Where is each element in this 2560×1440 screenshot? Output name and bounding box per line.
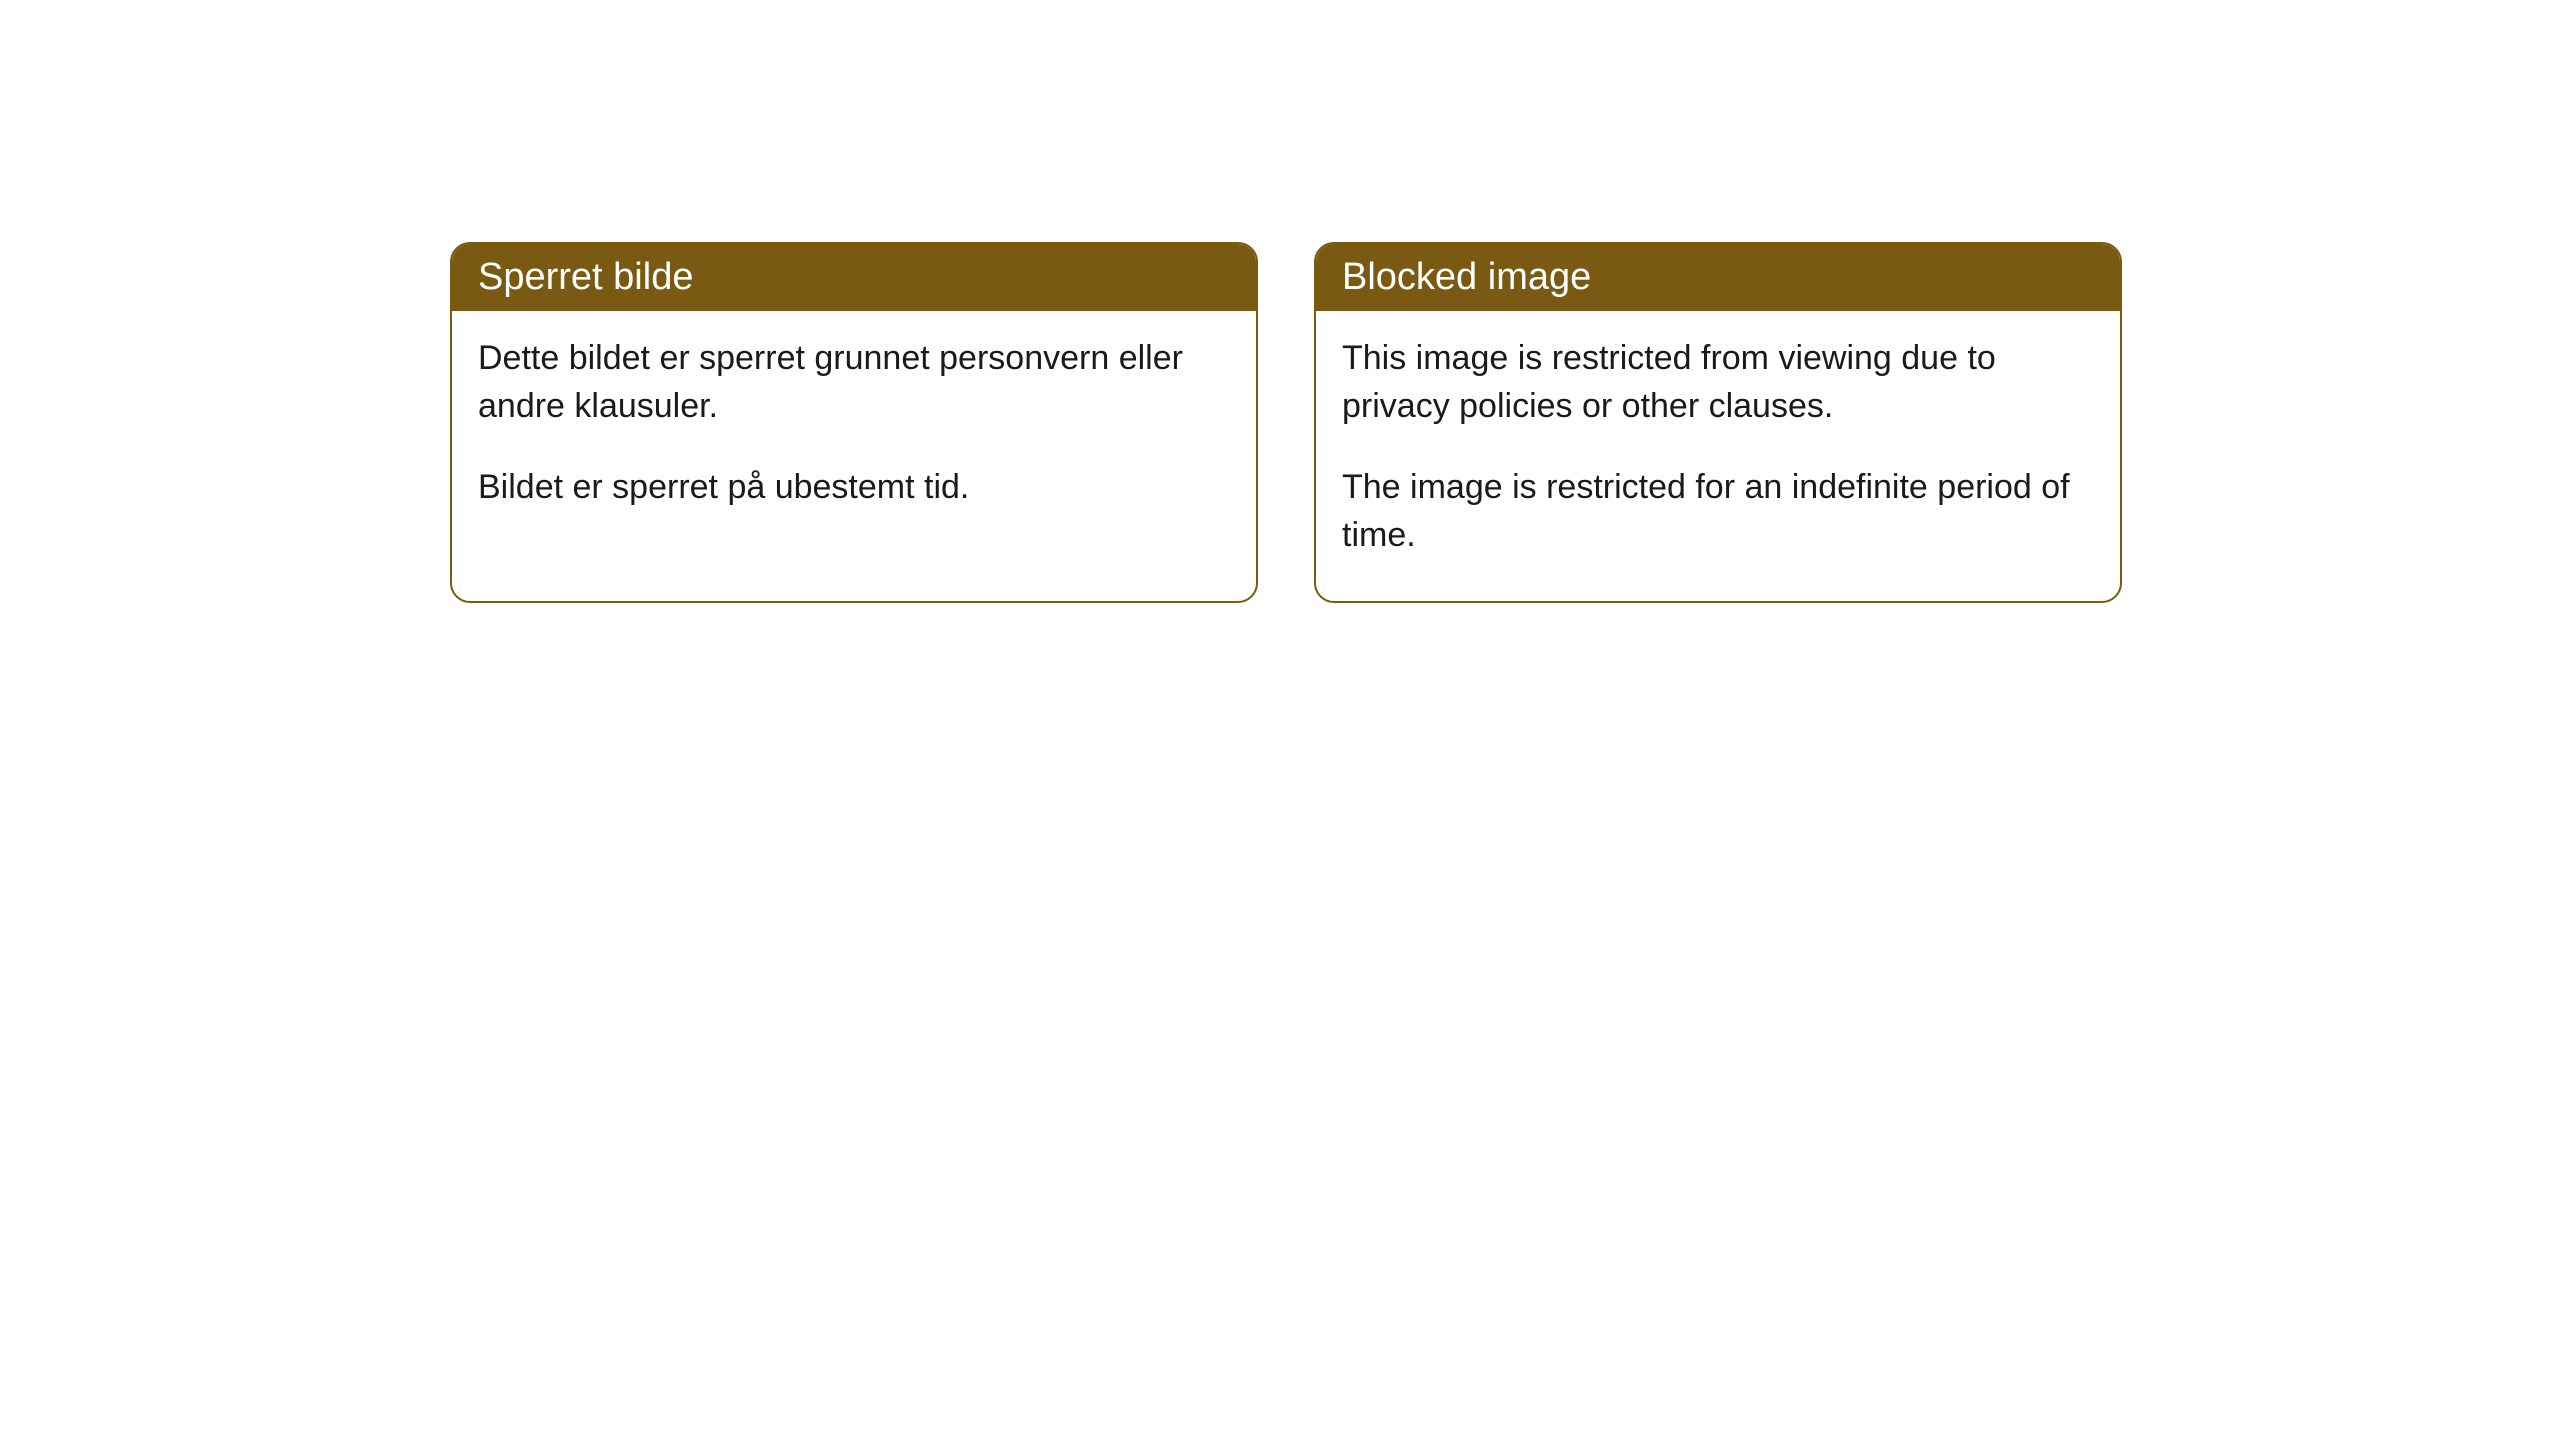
- cards-container: Sperret bilde Dette bildet er sperret gr…: [0, 0, 2560, 603]
- card-paragraph-1: This image is restricted from viewing du…: [1342, 335, 2094, 430]
- card-title: Sperret bilde: [478, 256, 693, 298]
- card-body: Dette bildet er sperret grunnet personve…: [452, 311, 1256, 554]
- card-body: This image is restricted from viewing du…: [1316, 311, 2120, 601]
- blocked-image-card-en: Blocked image This image is restricted f…: [1314, 242, 2122, 603]
- card-paragraph-1: Dette bildet er sperret grunnet personve…: [478, 335, 1230, 430]
- blocked-image-card-no: Sperret bilde Dette bildet er sperret gr…: [450, 242, 1258, 603]
- card-title: Blocked image: [1342, 256, 1591, 298]
- card-header: Sperret bilde: [452, 244, 1256, 311]
- card-paragraph-2: The image is restricted for an indefinit…: [1342, 464, 2094, 559]
- card-header: Blocked image: [1316, 244, 2120, 311]
- card-paragraph-2: Bildet er sperret på ubestemt tid.: [478, 464, 1230, 512]
